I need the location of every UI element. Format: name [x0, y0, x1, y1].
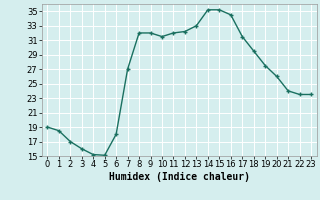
X-axis label: Humidex (Indice chaleur): Humidex (Indice chaleur) [109, 172, 250, 182]
